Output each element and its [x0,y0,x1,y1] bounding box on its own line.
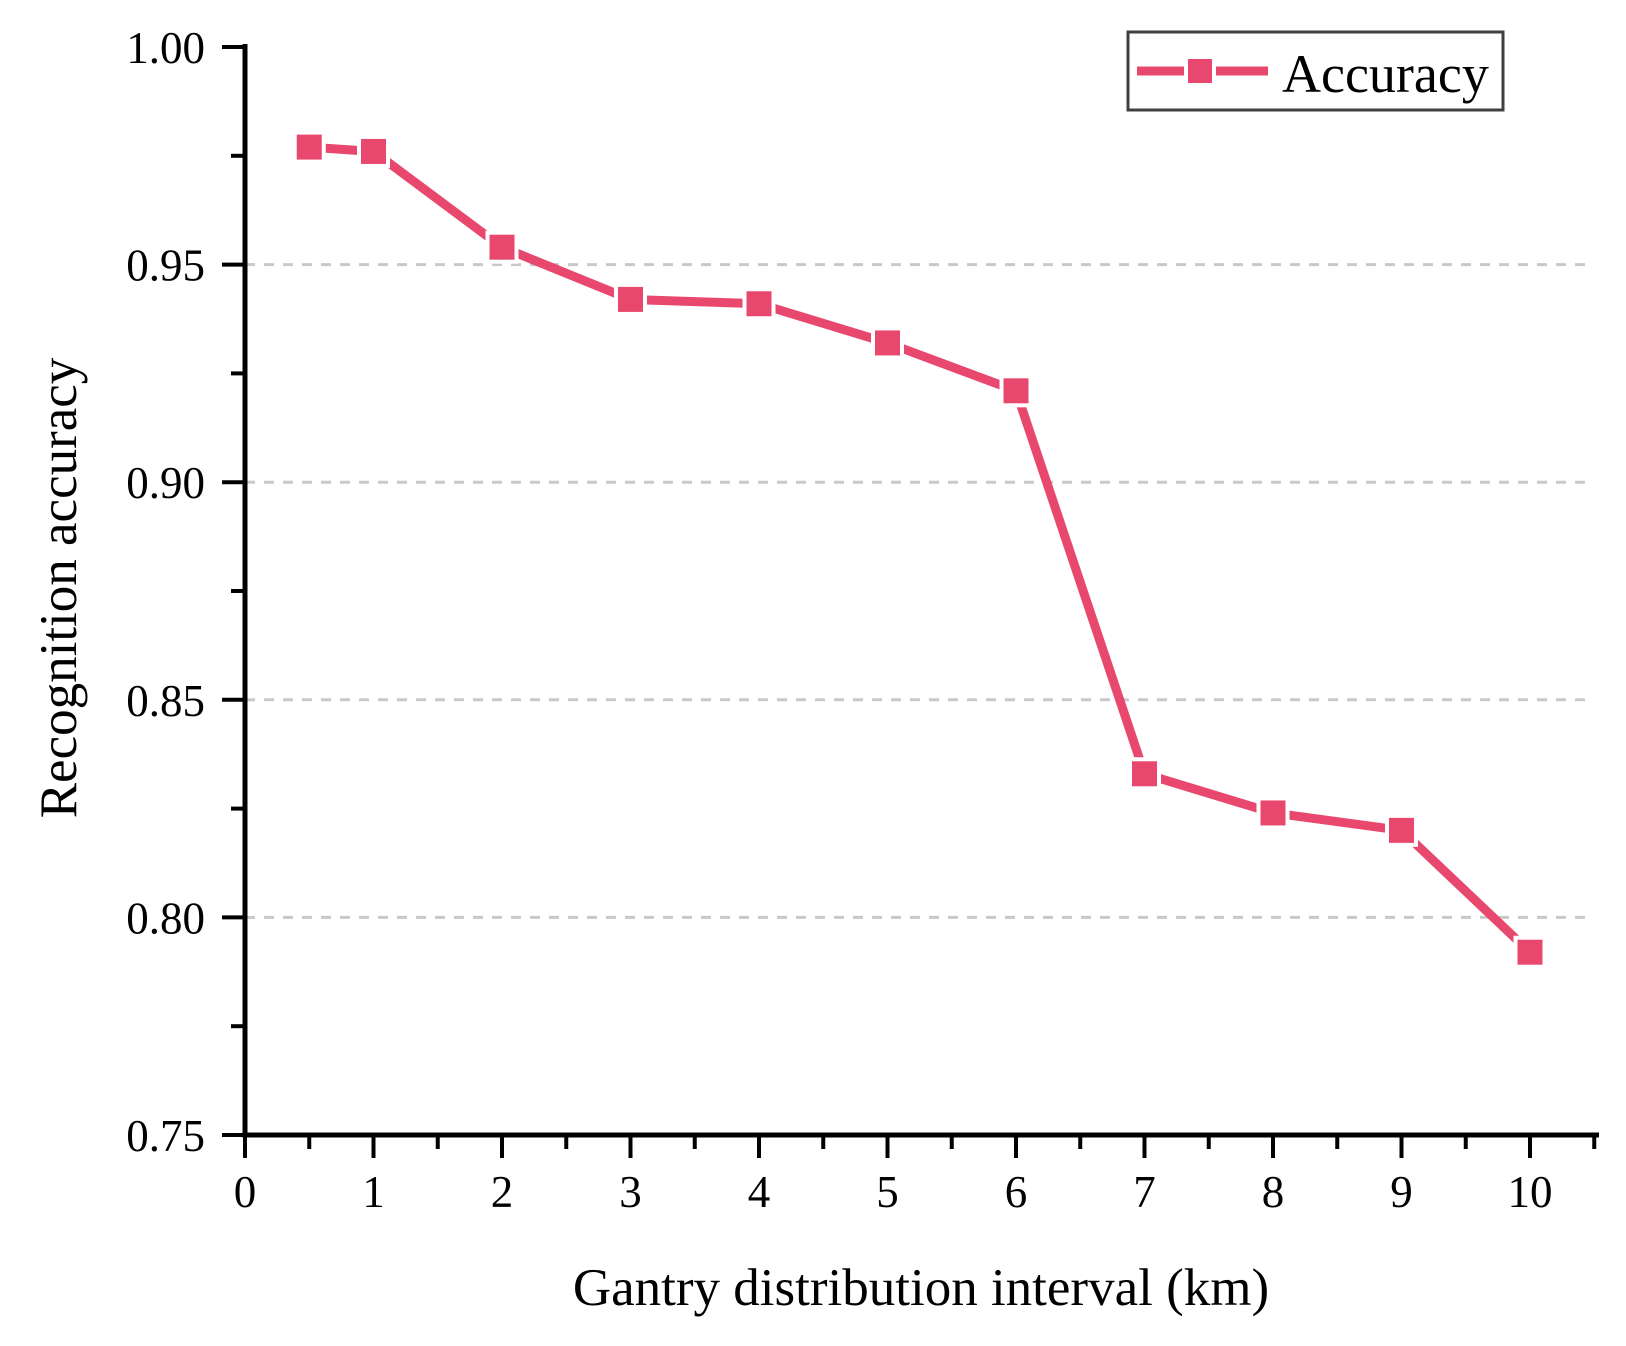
accuracy-line [308,142,1534,956]
x-tick-label: 6 [1005,1167,1028,1217]
y-tick-label: 0.95 [126,241,205,291]
gridlines [245,263,1593,919]
data-point-marker [618,286,643,312]
y-tick-label: 1.00 [126,23,205,73]
data-point-marker [1260,800,1286,826]
data-point-marker [489,234,515,260]
data-point-marker [1132,761,1157,787]
y-axis-title: Recognition accuracy [30,357,88,818]
x-tick-label: 7 [1133,1167,1156,1217]
legend-marker-square [1188,59,1212,83]
y-tick-label: 0.80 [126,893,205,943]
x-tick-label: 2 [491,1167,514,1217]
axes: 0.75 0.80 0.85 0.90 0.95 1.00 0 1 2 3 4 5 6 7 8 9 10 [126,23,1599,1217]
x-tick-label: 3 [619,1167,642,1217]
y-tick-label: 0.85 [126,676,205,726]
x-tick-label: 1 [362,1167,385,1217]
x-tick-label: 5 [876,1167,899,1217]
data-point-marker [1517,939,1543,965]
data-point-marker [1003,378,1029,404]
x-tick-label: 8 [1262,1167,1285,1217]
data-point-marker [746,291,772,317]
legend-label: Accuracy [1282,44,1489,104]
x-tick-label: 10 [1508,1167,1553,1217]
y-tick-label: 0.90 [126,458,205,508]
data-point-marker [875,330,900,356]
legend: Accuracy [1126,30,1505,112]
x-tick-label: 0 [234,1167,257,1217]
accuracy-series [292,130,1547,969]
x-tick-label: 9 [1390,1167,1413,1217]
data-point-marker [361,138,386,164]
x-tick-label: 4 [748,1167,771,1217]
legend-marker-icon [1137,55,1268,87]
y-tick-label: 0.75 [126,1111,205,1161]
data-point-marker [1389,817,1414,843]
x-axis-title: Gantry distribution interval (km) [573,1259,1269,1317]
data-point-marker [296,134,322,160]
